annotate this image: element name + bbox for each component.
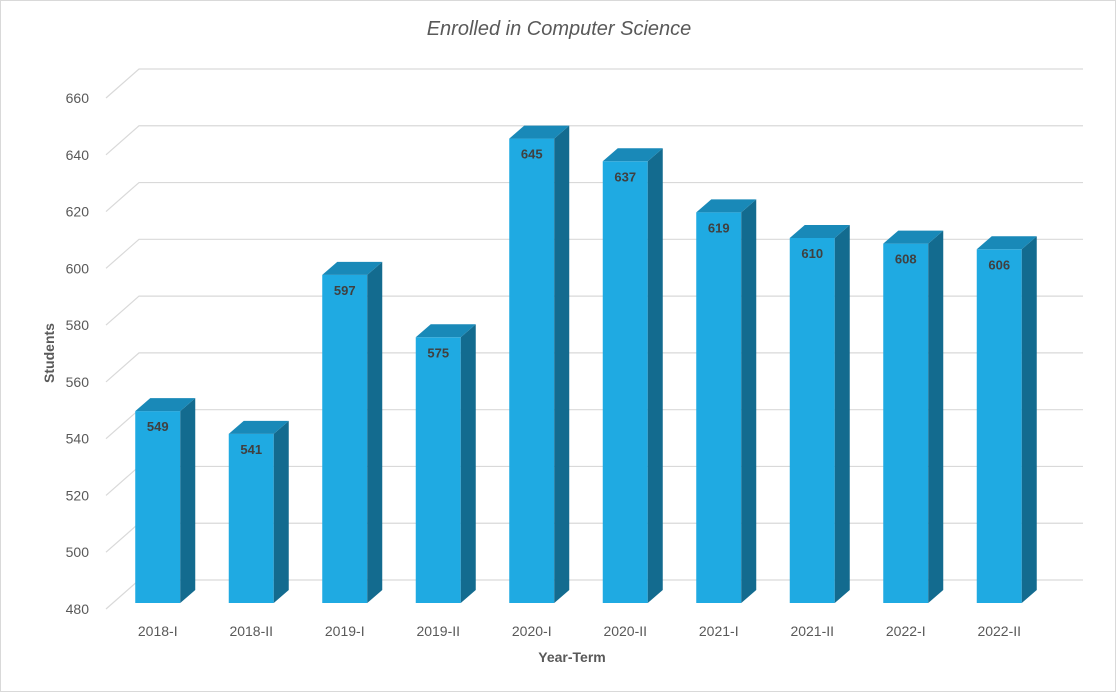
bar: 541 — [228, 420, 289, 603]
x-tick-label: 2019-I — [325, 623, 365, 639]
data-label: 597 — [334, 283, 356, 298]
bar-front — [509, 138, 555, 604]
bar: 549 — [135, 398, 196, 603]
gridline — [105, 352, 1083, 383]
bar-side — [460, 324, 476, 603]
x-tick-label: 2020-I — [512, 623, 552, 639]
gridline — [105, 181, 1083, 213]
y-tick-label: 580 — [66, 317, 90, 333]
bar-side — [554, 125, 570, 603]
y-tick-label: 600 — [66, 260, 90, 276]
bar-side — [647, 148, 663, 604]
y-tick-label: 640 — [66, 147, 90, 163]
y-tick-labels: 480 500 520 540 560 580 600 620 640 660 — [66, 90, 90, 617]
grid-layer — [105, 68, 1083, 610]
bar-side — [928, 230, 944, 603]
y-tick-label: 540 — [66, 431, 90, 447]
gridline — [105, 125, 1083, 156]
x-tick-label: 2018-II — [229, 623, 273, 639]
bar-front — [789, 237, 835, 603]
bar-top — [509, 125, 570, 139]
y-tick-label: 620 — [66, 204, 90, 220]
bar: 606 — [976, 236, 1037, 604]
data-label: 619 — [708, 220, 730, 235]
gridline — [105, 238, 1083, 269]
data-label: 549 — [147, 419, 169, 434]
bar-front — [696, 212, 742, 603]
bar-front — [228, 433, 274, 603]
x-tick-label: 2019-II — [416, 623, 460, 639]
bar-top — [696, 199, 757, 213]
data-label: 645 — [521, 147, 543, 162]
data-label: 541 — [240, 442, 262, 457]
bar-side — [273, 420, 289, 603]
y-tick-label: 500 — [66, 544, 90, 560]
y-tick-label: 660 — [66, 90, 90, 106]
y-tick-label: 520 — [66, 487, 90, 503]
x-axis-title: Year-Term — [538, 649, 605, 665]
chart-title: Enrolled in Computer Science — [427, 18, 692, 40]
data-label: 637 — [614, 169, 636, 184]
bar-top — [135, 398, 196, 412]
bar: 608 — [883, 230, 944, 603]
x-tick-label: 2020-II — [603, 623, 647, 639]
y-axis-title: Students — [41, 323, 57, 383]
bar: 637 — [602, 148, 663, 604]
bar-top — [789, 224, 850, 238]
bar-top — [883, 230, 944, 244]
bar-top — [602, 148, 663, 162]
bar-side — [180, 398, 196, 603]
bar-front — [135, 411, 181, 603]
data-label: 608 — [895, 252, 917, 267]
bar-top — [415, 324, 476, 338]
x-tick-label: 2022-I — [886, 623, 926, 639]
bar: 645 — [509, 125, 570, 604]
x-tick-label: 2018-I — [138, 623, 178, 639]
bar-front — [415, 337, 461, 603]
bar-front — [602, 161, 648, 604]
data-label: 575 — [427, 345, 449, 360]
bar: 610 — [789, 224, 850, 603]
y-tick-label: 480 — [66, 601, 90, 617]
y-tick-label: 560 — [66, 374, 90, 390]
bar: 575 — [415, 324, 476, 603]
gridline — [105, 295, 1083, 326]
data-label: 606 — [988, 257, 1010, 272]
bar-side — [834, 224, 850, 603]
x-tick-label: 2021-II — [790, 623, 834, 639]
data-label: 610 — [801, 246, 823, 261]
bar-layer: 549 541 597 575 645 637 619 610 608 606 — [135, 125, 1037, 604]
x-tick-labels: 2018-I 2018-II 2019-I 2019-II 2020-I 2020-II 2… — [138, 623, 1021, 639]
x-tick-label: 2021-I — [699, 623, 739, 639]
bar: 619 — [696, 199, 757, 603]
bar: 597 — [322, 261, 383, 603]
bar-top — [228, 420, 289, 434]
bar-front — [322, 274, 368, 603]
bar-side — [367, 261, 383, 603]
bar-top — [322, 261, 383, 275]
bar-side — [741, 199, 757, 603]
bar-front — [883, 243, 929, 603]
bar-side — [1021, 236, 1037, 604]
x-tick-label: 2022-II — [977, 623, 1021, 639]
bar-top — [976, 236, 1037, 250]
bar-front — [976, 249, 1022, 604]
gridline — [105, 68, 1083, 99]
